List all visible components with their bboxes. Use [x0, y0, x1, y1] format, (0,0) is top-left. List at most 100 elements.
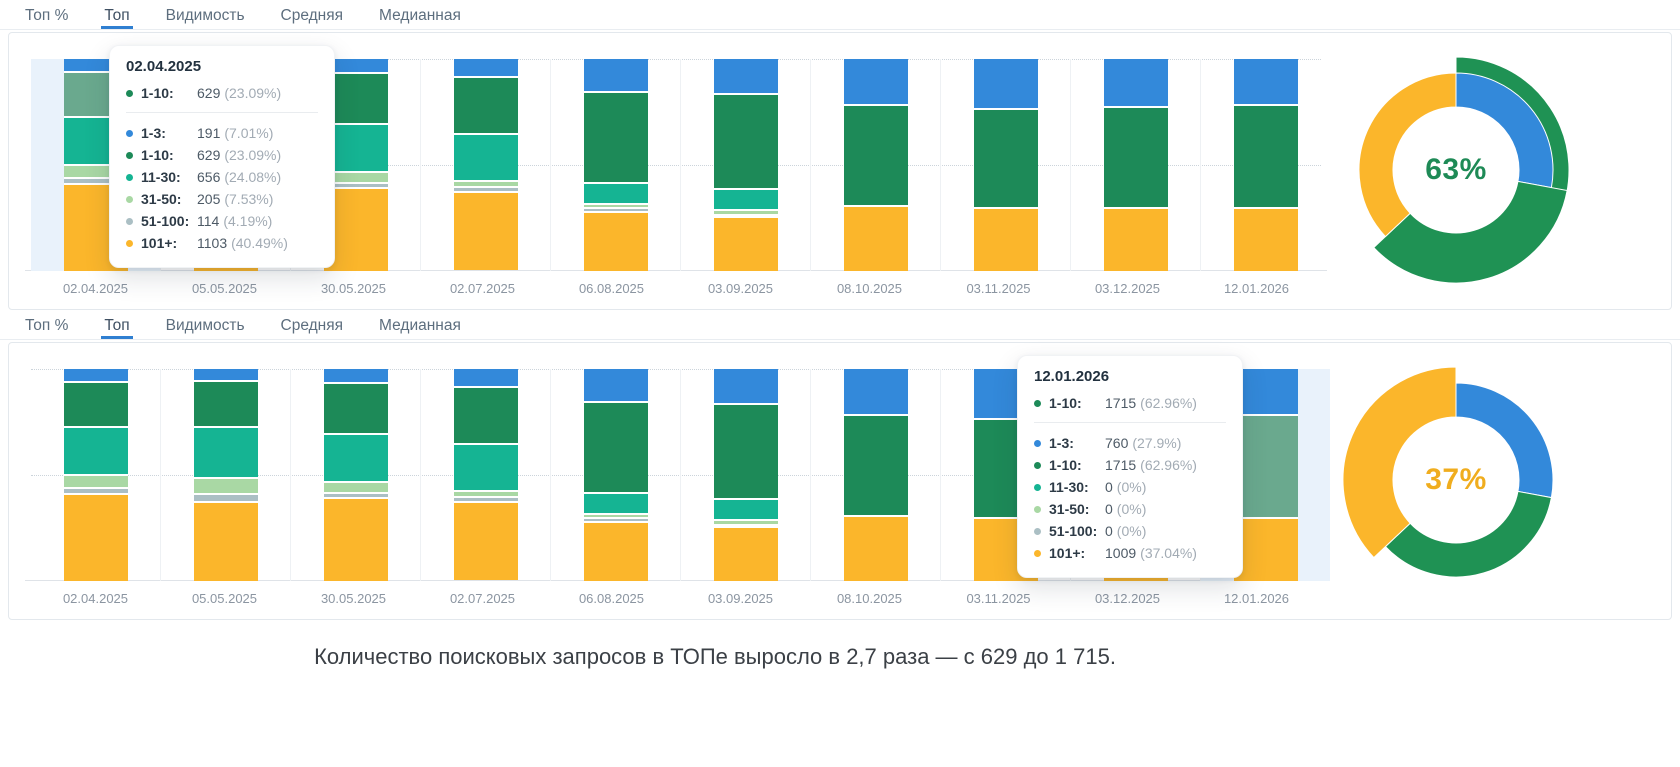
bar-segment-101+[interactable]: [713, 215, 778, 271]
tab-Видимость[interactable]: Видимость: [165, 317, 245, 334]
bar-segment-51-100[interactable]: [453, 496, 518, 502]
bar-column[interactable]: [810, 369, 940, 581]
bar-column[interactable]: [1070, 59, 1200, 271]
bar-column[interactable]: [1200, 59, 1330, 271]
bar-segment-31-50[interactable]: [583, 513, 648, 518]
bar-segment-101+[interactable]: [1103, 207, 1168, 271]
stacked-bar[interactable]: [583, 59, 648, 271]
stacked-bar[interactable]: [1233, 59, 1298, 271]
bar-segment-51-100[interactable]: [193, 492, 258, 502]
tab-Видимость[interactable]: Видимость: [165, 7, 245, 24]
bar-segment-11-30[interactable]: [583, 491, 648, 514]
bar-segment-1-3[interactable]: [1233, 369, 1298, 414]
bar-segment-31-50[interactable]: [583, 203, 648, 208]
stacked-bar[interactable]: [713, 59, 778, 271]
bar-segment-1-3[interactable]: [713, 369, 778, 403]
stacked-bar[interactable]: [63, 369, 128, 581]
bar-segment-1-3[interactable]: [583, 59, 648, 91]
bar-segment-1-10[interactable]: [583, 90, 648, 182]
bar-segment-31-50[interactable]: [323, 481, 388, 492]
bar-segment-101+[interactable]: [193, 501, 258, 581]
bar-column[interactable]: [420, 369, 550, 581]
bar-segment-1-10[interactable]: [713, 92, 778, 189]
tab-Средняя[interactable]: Средняя: [280, 317, 344, 334]
stacked-bar[interactable]: [843, 59, 908, 271]
bar-segment-1-3[interactable]: [323, 369, 388, 382]
stacked-bar[interactable]: [583, 369, 648, 581]
bar-segment-31-50[interactable]: [63, 473, 128, 487]
bar-segment-1-10[interactable]: [843, 103, 908, 206]
bar-segment-31-50[interactable]: [453, 489, 518, 497]
bar-segment-31-50[interactable]: [453, 179, 518, 187]
bar-segment-51-100[interactable]: [323, 491, 388, 498]
stacked-bar[interactable]: [973, 59, 1038, 271]
bar-segment-101+[interactable]: [973, 207, 1038, 271]
bar-segment-1-10[interactable]: [1233, 103, 1298, 208]
bar-segment-101+[interactable]: [453, 191, 518, 270]
bar-segment-51-100[interactable]: [713, 523, 778, 526]
bar-segment-1-3[interactable]: [63, 59, 128, 71]
bar-segment-101+[interactable]: [453, 501, 518, 580]
bar-segment-51-100[interactable]: [323, 181, 388, 188]
stacked-bar[interactable]: [453, 369, 518, 581]
stacked-bar[interactable]: [1233, 369, 1298, 581]
bar-segment-51-100[interactable]: [453, 186, 518, 192]
bar-segment-1-10[interactable]: [1103, 105, 1168, 208]
bar-segment-1-3[interactable]: [63, 369, 128, 381]
stacked-bar[interactable]: [453, 59, 518, 271]
bar-column[interactable]: [810, 59, 940, 271]
bar-column[interactable]: [550, 59, 680, 271]
bar-segment-101+[interactable]: [583, 520, 648, 581]
bar-segment-101+[interactable]: [713, 525, 778, 581]
bar-segment-1-3[interactable]: [1233, 59, 1298, 104]
bar-segment-1-10[interactable]: [323, 381, 388, 433]
bar-segment-1-10[interactable]: [973, 107, 1038, 208]
bar-segment-51-100[interactable]: [63, 486, 128, 493]
bar-segment-1-3[interactable]: [453, 59, 518, 76]
bar-segment-31-50[interactable]: [193, 477, 258, 493]
bar-segment-1-10[interactable]: [453, 385, 518, 444]
stacked-bar[interactable]: [323, 369, 388, 581]
bar-segment-1-3[interactable]: [713, 59, 778, 93]
bar-segment-31-50[interactable]: [323, 171, 388, 182]
bar-segment-51-100[interactable]: [713, 213, 778, 216]
stacked-bar[interactable]: [193, 369, 258, 581]
bar-segment-1-3[interactable]: [193, 369, 258, 380]
bar-segment-1-3[interactable]: [843, 369, 908, 414]
bar-segment-101+[interactable]: [1233, 207, 1298, 271]
bar-segment-1-3[interactable]: [323, 59, 388, 72]
stacked-bar[interactable]: [713, 369, 778, 581]
donut-slice-1-10[interactable]: [1373, 180, 1568, 284]
donut-slice-1-10[interactable]: [1384, 490, 1552, 578]
bar-segment-1-10[interactable]: [713, 402, 778, 499]
bar-column[interactable]: [31, 369, 160, 581]
bar-column[interactable]: [420, 59, 550, 271]
bar-segment-101+[interactable]: [63, 493, 128, 581]
bar-segment-1-10[interactable]: [63, 380, 128, 427]
bar-segment-51-100[interactable]: [63, 176, 128, 183]
bar-segment-11-30[interactable]: [63, 426, 128, 474]
bar-segment-101+[interactable]: [323, 497, 388, 581]
bar-segment-101+[interactable]: [583, 210, 648, 271]
bar-segment-1-10[interactable]: [453, 75, 518, 134]
bar-segment-11-30[interactable]: [453, 133, 518, 180]
bar-segment-1-10[interactable]: [843, 413, 908, 516]
stacked-bar[interactable]: [843, 369, 908, 581]
bar-segment-1-10[interactable]: [193, 379, 258, 427]
bar-segment-101+[interactable]: [843, 205, 908, 271]
bar-segment-1-3[interactable]: [973, 59, 1038, 108]
tab-Топ %[interactable]: Топ %: [25, 317, 69, 334]
donut-slice-101+[interactable]: [1358, 72, 1457, 238]
bar-column[interactable]: [940, 59, 1070, 271]
bar-segment-51-100[interactable]: [583, 517, 648, 521]
bar-segment-1-3[interactable]: [1103, 59, 1168, 106]
bar-segment-51-100[interactable]: [583, 207, 648, 211]
bar-segment-1-3[interactable]: [843, 59, 908, 104]
bar-segment-31-50[interactable]: [713, 519, 778, 524]
bar-column[interactable]: [680, 369, 810, 581]
bar-segment-11-30[interactable]: [713, 188, 778, 210]
bar-column[interactable]: [550, 369, 680, 581]
tab-Медианная[interactable]: Медианная: [379, 7, 461, 24]
tab-Топ[interactable]: Топ: [101, 317, 132, 339]
bar-segment-1-10[interactable]: [1233, 413, 1298, 518]
